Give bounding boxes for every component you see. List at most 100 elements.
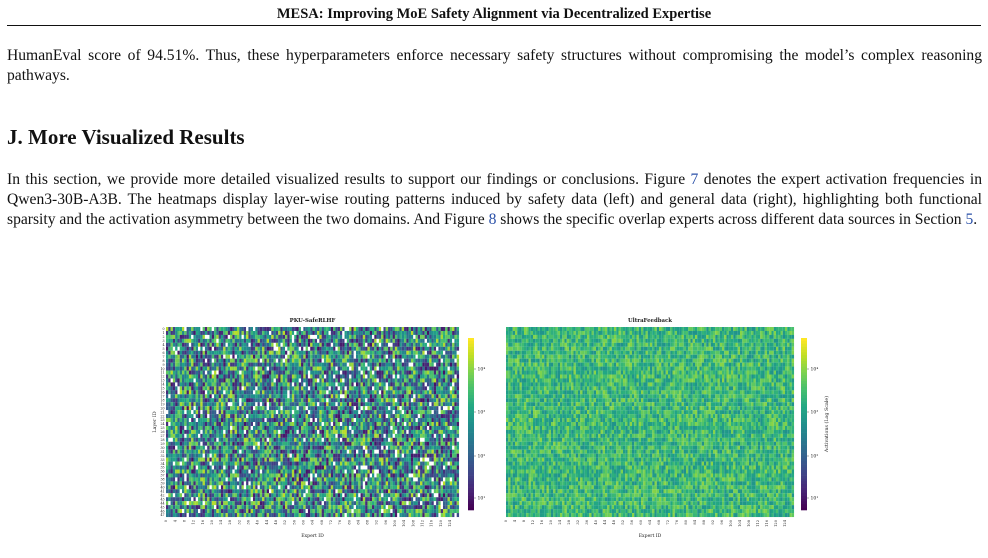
heatmap-cell <box>358 398 361 403</box>
heatmap-cell <box>323 402 327 407</box>
heatmap-cell <box>346 342 350 347</box>
heatmap-cell <box>230 358 233 363</box>
heatmap-cell <box>310 366 313 371</box>
heatmap-cell <box>381 386 384 391</box>
heatmap-cell <box>369 358 373 363</box>
heatmap-cell <box>392 366 395 371</box>
heatmap-cell <box>445 342 448 347</box>
heatmap-cell <box>252 394 256 399</box>
heatmap-cell <box>227 433 231 438</box>
heatmap-cell <box>280 374 283 379</box>
heatmap-cell <box>170 327 173 332</box>
heatmap-cell <box>342 429 345 434</box>
heatmap-cell <box>339 425 343 430</box>
heatmap-cell <box>360 441 363 446</box>
figure-7-link[interactable]: 7 <box>690 171 699 188</box>
heatmap-cell <box>358 366 361 371</box>
heatmap-cell <box>424 382 427 387</box>
heatmap-cell <box>321 461 324 466</box>
heatmap-cell <box>264 410 267 415</box>
heatmap-cell <box>374 374 377 379</box>
heatmap-cell <box>269 358 272 363</box>
heatmap-cell <box>376 422 379 427</box>
heatmap-cell <box>385 327 389 332</box>
heatmap-cell <box>282 465 286 470</box>
heatmap-cell <box>440 406 444 411</box>
heatmap-cell <box>440 402 444 407</box>
heatmap-cell <box>426 338 430 343</box>
heatmap-cell <box>413 398 416 403</box>
heatmap-cell <box>275 386 279 391</box>
heatmap-cell <box>399 453 402 458</box>
heatmap-cell <box>211 334 215 339</box>
heatmap-cell <box>307 366 311 371</box>
heatmap-cell <box>390 473 393 478</box>
heatmap-cell <box>440 386 444 391</box>
heatmap-cell <box>273 327 276 332</box>
heatmap-cell <box>182 402 185 407</box>
heatmap-cell <box>218 370 221 375</box>
heatmap-cell <box>328 354 331 359</box>
heatmap-cell <box>367 366 370 371</box>
heatmap-cell <box>388 465 391 470</box>
heatmap-cell <box>243 453 247 458</box>
heatmap-cell <box>319 425 322 430</box>
heatmap-cell <box>335 386 338 391</box>
heatmap-cell <box>385 362 389 367</box>
heatmap-cell <box>195 327 199 332</box>
heatmap-cell <box>442 327 446 332</box>
heatmap-cell <box>312 374 315 379</box>
heatmap-cell <box>392 346 395 351</box>
heatmap-cell <box>296 358 299 363</box>
figure-8-link[interactable]: 8 <box>488 211 497 229</box>
heatmap-cell <box>310 330 313 335</box>
heatmap-cell <box>440 378 444 383</box>
heatmap-cell <box>362 457 366 462</box>
heatmap-cell <box>218 390 221 395</box>
heatmap-cell <box>390 346 393 351</box>
heatmap-cell <box>202 338 205 343</box>
heatmap-cell <box>182 441 185 446</box>
heatmap-cell <box>278 422 281 427</box>
section-5-link[interactable]: 5 <box>965 211 974 229</box>
heatmap-cell <box>198 453 201 458</box>
heatmap-cell <box>330 394 334 399</box>
heatmap-cell <box>195 457 199 462</box>
heatmap-cell <box>442 378 446 383</box>
heatmap-cell <box>172 461 176 466</box>
heatmap-cell <box>207 386 210 391</box>
heatmap-cell <box>170 449 173 454</box>
heatmap-cell <box>372 418 375 423</box>
heatmap-cell <box>186 398 189 403</box>
heatmap-cell <box>241 406 244 411</box>
heatmap-cell <box>252 382 256 387</box>
heatmap-cell <box>209 386 212 391</box>
heatmap-cell <box>243 342 247 347</box>
heatmap-cell <box>317 394 320 399</box>
heatmap-cell <box>321 425 324 430</box>
heatmap-cell <box>390 414 393 419</box>
heatmap-cell <box>394 422 398 427</box>
heatmap-cell <box>328 422 331 427</box>
heatmap-cell <box>271 465 274 470</box>
heatmap-cell <box>335 469 338 474</box>
heatmap-cell <box>291 429 295 434</box>
heatmap-cell <box>420 457 423 462</box>
heatmap-cell <box>301 402 304 407</box>
heatmap-cell <box>317 418 320 423</box>
heatmap-cell <box>408 327 411 332</box>
heatmap-cell <box>378 394 382 399</box>
heatmap-cell <box>390 398 393 403</box>
heatmap-cell <box>184 465 187 470</box>
heatmap-cell <box>408 330 411 335</box>
heatmap-cell <box>280 437 283 442</box>
heatmap-cell <box>250 402 254 407</box>
heatmap-cell <box>287 327 290 332</box>
heatmap-cell <box>353 453 357 458</box>
heatmap-cell <box>374 342 377 347</box>
paragraph-text-3: shows the specific overlap experts acros… <box>496 211 966 229</box>
heatmap-cell <box>248 445 251 450</box>
heatmap-cell <box>410 358 414 363</box>
heatmap-cell <box>360 406 363 411</box>
heatmap-cell <box>301 394 304 399</box>
